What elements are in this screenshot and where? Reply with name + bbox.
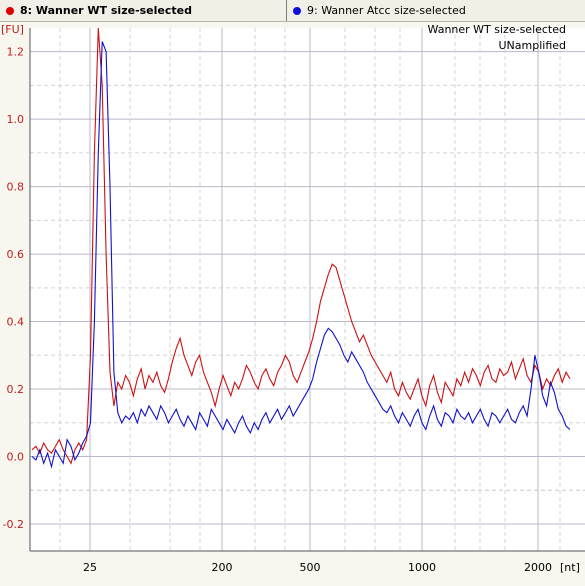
tab-sample-8[interactable]: 8: Wanner WT size-selected xyxy=(0,0,287,21)
red-dot-icon xyxy=(6,6,14,15)
y-tick-label: 0.6 xyxy=(7,248,25,261)
trace-wanner-atcc xyxy=(31,41,571,469)
x-tick-label: 25 xyxy=(83,561,97,574)
x-tick-label: 1000 xyxy=(408,561,436,574)
y-tick-label: 0.8 xyxy=(7,181,25,194)
tab-sample-9-label: 9: Wanner Atcc size-selected xyxy=(307,4,466,17)
grid-lines xyxy=(30,28,585,551)
sample-tab-bar: 8: Wanner WT size-selected 9: Wanner Atc… xyxy=(0,0,585,22)
legend-line-sample-name: Wanner WT size-selected xyxy=(428,23,566,36)
y-tick-label: 1.2 xyxy=(7,46,25,59)
y-tick-label: 0.2 xyxy=(7,383,25,396)
x-axis-unit-label: [nt] xyxy=(560,561,580,574)
x-tick-label: 500 xyxy=(300,561,321,574)
tab-sample-9[interactable]: 9: Wanner Atcc size-selected xyxy=(287,0,585,21)
trace-group xyxy=(31,27,571,469)
y-tick-label: -0.2 xyxy=(3,518,24,531)
plot-area xyxy=(30,28,585,551)
y-tick-label: 0.0 xyxy=(7,451,25,464)
x-tick-label: 2000 xyxy=(524,561,552,574)
y-tick-label: 1.0 xyxy=(7,113,25,126)
electropherogram-chart: -0.2 0.0 0.2 0.4 0.6 0.8 1.0 1.2 25 200 500 1000 200… xyxy=(1,23,585,574)
x-tick-label: 200 xyxy=(212,561,233,574)
y-tick-label: 0.4 xyxy=(7,316,25,329)
blue-dot-icon xyxy=(293,6,301,15)
y-axis-unit-label: [FU] xyxy=(1,23,24,36)
tab-sample-8-label: 8: Wanner WT size-selected xyxy=(20,4,192,17)
axes: -0.2 0.0 0.2 0.4 0.6 0.8 1.0 1.2 25 200 500 1000 200… xyxy=(3,28,585,574)
legend-line-amplification: UNamplified xyxy=(498,39,566,52)
trace-wanner-wt xyxy=(31,27,571,465)
